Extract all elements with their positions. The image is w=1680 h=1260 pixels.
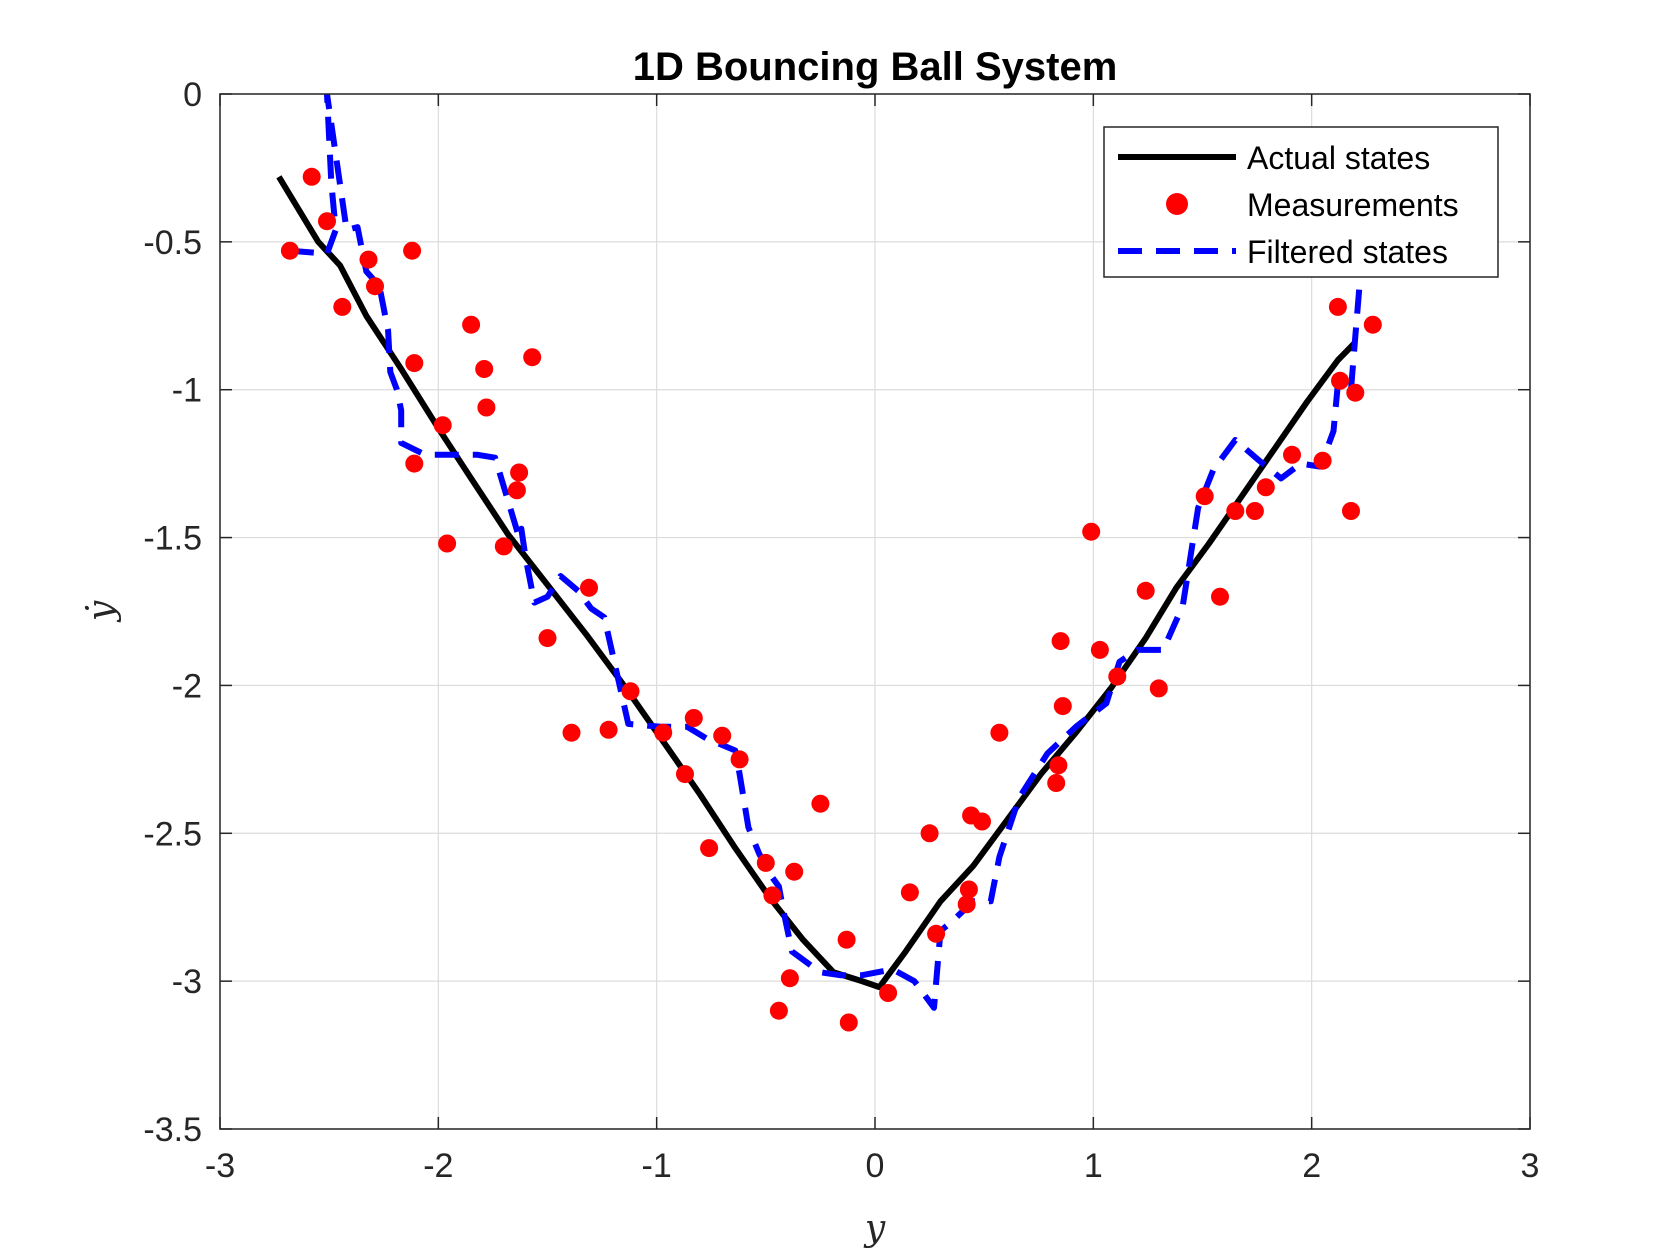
x-tick-label: -1 [642,1147,672,1185]
measurement-point [1313,451,1332,470]
measurement-point [475,360,494,378]
y-tick-label: -0.5 [143,224,202,262]
measurement-point [959,880,978,899]
y-tick-label: -2.5 [143,815,202,853]
measurement-point [900,883,919,902]
measurement-point [405,354,424,373]
measurement-point [1195,487,1214,506]
measurement-point [523,348,542,367]
x-axis-label: y [863,1208,886,1249]
y-axis-label: ẏ [81,600,122,623]
y-tick-label: -1.5 [143,520,202,558]
measurement-point [700,839,719,858]
measurement-point [990,723,1009,742]
measurement-point [1346,383,1365,402]
measurement-point [433,416,452,435]
measurement-point [494,537,513,556]
measurement-point [973,812,991,831]
measurement-point [676,765,694,784]
y-tick-label: -2 [172,667,202,705]
measurement-point [621,682,640,701]
x-tick-label: 0 [866,1147,885,1185]
measurement-point [318,212,336,231]
legend-label-actual: Actual states [1247,140,1430,176]
series-layer [276,94,1382,1032]
measurement-point [1090,640,1109,659]
x-tick-label: 3 [1521,1147,1540,1185]
measurement-point [366,277,384,296]
measurement-point [1149,679,1168,698]
y-tick-label: -1 [172,372,202,410]
legend-label-measurements: Measurements [1247,187,1459,223]
chart-title: 1D Bouncing Ball System [633,45,1118,89]
measurement-point [562,723,581,742]
measurement-point [302,167,321,186]
measurement-point [1283,445,1301,464]
y-tick-label: -3.5 [143,1111,202,1149]
measurement-point [785,862,804,881]
measurement-point [684,709,703,727]
measurement-point [280,241,299,260]
measurement-point [756,853,775,872]
x-tick-label: 1 [1084,1147,1103,1185]
measurement-point [1136,581,1155,600]
legend-label-filtered: Filtered states [1247,234,1448,270]
x-tick-label: 2 [1302,1147,1321,1185]
measurement-point [403,241,422,260]
x-tick-label: -3 [205,1147,235,1185]
measurement-point [1051,632,1070,651]
measurement-point [1328,297,1347,316]
measurement-point [580,578,598,597]
measurement-point [837,930,856,949]
measurement-point [654,723,673,742]
measurement-point [1211,587,1229,606]
measurement-point [1047,774,1066,792]
measurement-point [1342,502,1360,520]
measurement-point [713,726,732,745]
measurement-point [1245,502,1264,520]
measurement-point [879,984,898,1002]
measurement-point [957,895,976,914]
measurement-point [1049,756,1068,775]
measurement-point [1363,315,1382,334]
measurement-point [477,398,496,417]
series-filtered-states-line [289,94,1370,1011]
measurement-point [359,250,378,269]
measurement-point [405,454,424,473]
measurement-point [510,463,529,482]
measurement-point [1226,502,1245,520]
measurement-point [1082,522,1101,541]
measurement-point [507,481,526,500]
measurement-point [763,886,782,905]
y-tick-label: 0 [183,76,202,114]
plot-frame [219,93,1531,1130]
x-tick-label: -2 [423,1147,453,1185]
measurement-point [780,969,799,988]
measurement-point [1256,478,1275,497]
legend: Actual states Measurements Filtered stat… [1103,126,1499,278]
measurement-point [1331,371,1349,390]
measurement-point [769,1001,788,1020]
y-tick-label: -3 [172,963,202,1001]
measurement-point [538,629,557,648]
measurement-point [462,315,481,334]
measurement-point [811,794,830,813]
measurement-point [1053,697,1072,716]
measurement-point [1108,667,1127,686]
measurement-point [333,297,352,316]
measurement-point [927,924,946,943]
measurement-point [438,534,457,553]
measurement-point [839,1013,858,1032]
measurement-point [730,750,749,769]
measurement-point [599,720,618,739]
measurement-point [920,824,939,843]
legend-swatch-measurements [1166,193,1188,215]
tick-labels: -3 -2 -1 0 1 2 30-0.5-1-1.5-2-2.5-3-3.5 [143,76,1539,1185]
